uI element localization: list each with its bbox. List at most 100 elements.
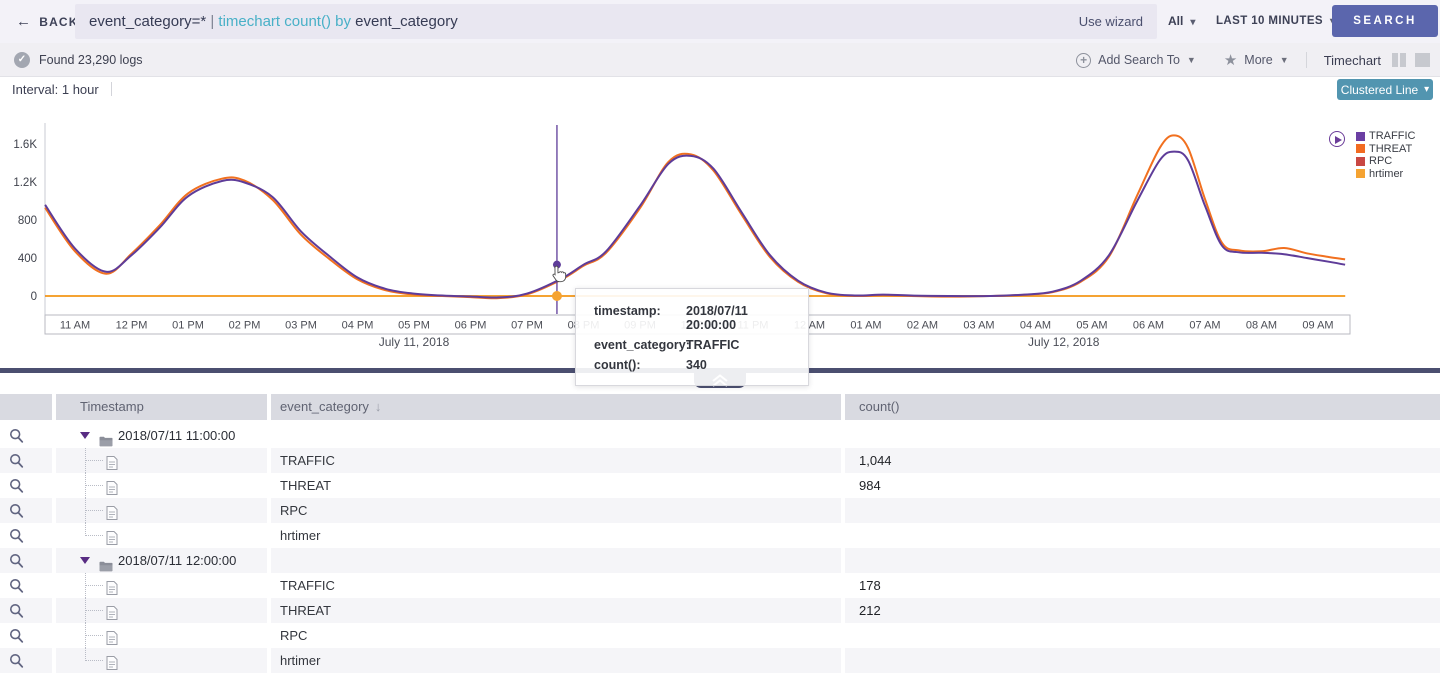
interval-divider	[110, 82, 112, 96]
tree-line	[85, 535, 103, 536]
tooltip-label: timestamp:	[594, 304, 661, 318]
svg-text:400: 400	[18, 253, 37, 265]
table-row[interactable]: hrtimer	[0, 523, 1440, 548]
row-search-cell[interactable]	[0, 523, 52, 548]
timechart-svg[interactable]: 0 400 800 1.2K 1.6K 11 AM 12 PM 01 PM 02 PM 03 PM…	[0, 105, 1440, 353]
scope-dropdown[interactable]: All ▾	[1168, 0, 1195, 43]
table-group-row[interactable]: 2018/07/11 12:00:00	[0, 548, 1440, 573]
svg-text:05 AM: 05 AM	[1076, 320, 1107, 332]
row-search-cell[interactable]	[0, 473, 52, 498]
magnifier-icon	[9, 478, 24, 493]
table-row[interactable]: THREAT 984	[0, 473, 1440, 498]
row-search-cell[interactable]	[0, 423, 52, 448]
series-line-traffic	[44, 150, 1346, 299]
table-row[interactable]: RPC	[0, 623, 1440, 648]
magnifier-icon	[9, 528, 24, 543]
time-range-dropdown[interactable]: LAST 10 MINUTES▾	[1216, 0, 1335, 43]
event-category-cell	[271, 548, 841, 573]
table-row[interactable]: TRAFFIC 178	[0, 573, 1440, 598]
count-cell	[845, 548, 1440, 573]
tree-line	[85, 635, 103, 636]
hovered-point-hrtimer	[551, 291, 562, 301]
collapse-group-icon[interactable]	[80, 432, 90, 439]
column-header-count[interactable]: count()	[845, 394, 1440, 420]
row-search-cell[interactable]	[0, 548, 52, 573]
event-category-cell: THREAT	[271, 598, 841, 623]
tooltip-label: event_category:	[594, 338, 690, 352]
count-cell	[845, 498, 1440, 523]
tooltip-label: count():	[594, 358, 641, 372]
collapse-group-icon[interactable]	[80, 557, 90, 564]
event-category-cell: hrtimer	[271, 648, 841, 673]
toolbar-divider	[1305, 52, 1307, 68]
scope-dropdown-label: All	[1168, 14, 1184, 28]
row-search-cell[interactable]	[0, 448, 52, 473]
count-cell	[845, 523, 1440, 548]
add-search-to-label: Add Search To	[1098, 53, 1180, 67]
row-search-cell[interactable]	[0, 573, 52, 598]
tree-line	[85, 485, 103, 486]
group-timestamp-cell[interactable]: 2018/07/11 12:00:00	[56, 548, 267, 573]
table-row[interactable]: hrtimer	[0, 648, 1440, 673]
document-icon	[106, 656, 118, 670]
table-row[interactable]: THREAT 212	[0, 598, 1440, 623]
found-logs-text: Found 23,290 logs	[39, 53, 143, 67]
svg-text:800: 800	[18, 215, 37, 227]
search-button[interactable]: SEARCH	[1332, 5, 1438, 37]
svg-text:July 12, 2018: July 12, 2018	[1028, 335, 1100, 349]
event-category-cell	[271, 423, 841, 448]
row-search-cell[interactable]	[0, 623, 52, 648]
full-view-toggle-icon[interactable]	[1415, 53, 1430, 67]
use-wizard-link[interactable]: Use wizard	[1078, 14, 1143, 29]
row-search-cell[interactable]	[0, 598, 52, 623]
folder-icon	[99, 561, 113, 572]
chevron-down-icon: ▼	[1186, 55, 1196, 65]
row-search-cell[interactable]	[0, 648, 52, 673]
tree-line	[85, 585, 103, 586]
document-icon	[106, 631, 118, 645]
add-search-to-dropdown[interactable]: + Add Search To ▼	[1076, 52, 1196, 68]
play-button[interactable]	[1329, 131, 1345, 147]
split-view-toggle-icon[interactable]	[1392, 53, 1406, 67]
document-icon	[106, 531, 118, 545]
group-timestamp-cell[interactable]: 2018/07/11 11:00:00	[56, 423, 267, 448]
svg-text:08 AM: 08 AM	[1246, 320, 1277, 332]
svg-text:02 PM: 02 PM	[229, 320, 261, 332]
svg-text:07 PM: 07 PM	[511, 320, 543, 332]
sort-descending-icon[interactable]: ↓	[374, 399, 382, 414]
row-tree-cell	[56, 448, 267, 473]
row-tree-cell	[56, 498, 267, 523]
svg-text:09 AM: 09 AM	[1302, 320, 1333, 332]
chart-type-label: Clustered Line	[1340, 82, 1419, 97]
tree-line	[85, 610, 103, 611]
chevron-down-icon: ▾	[1424, 84, 1430, 95]
magnifier-icon	[9, 553, 24, 568]
chevron-down-icon: ▾	[1190, 17, 1196, 28]
chart-type-dropdown[interactable]: Clustered Line ▾	[1337, 79, 1433, 100]
query-field: event_category=*	[89, 13, 207, 30]
table-group-row[interactable]: 2018/07/11 11:00:00	[0, 423, 1440, 448]
column-header-event-category[interactable]: event_category ↓	[271, 394, 841, 420]
count-cell: 1,044	[845, 448, 1440, 473]
tree-line	[85, 460, 103, 461]
magnifier-icon	[9, 503, 24, 518]
svg-text:03 AM: 03 AM	[963, 320, 994, 332]
found-logs-status: ✓ Found 23,290 logs	[14, 43, 143, 77]
svg-text:07 AM: 07 AM	[1189, 320, 1220, 332]
more-label: More	[1244, 53, 1273, 67]
svg-text:03 PM: 03 PM	[285, 320, 317, 332]
row-search-cell[interactable]	[0, 498, 52, 523]
more-dropdown[interactable]: ★ More ▼	[1224, 51, 1289, 69]
group-timestamp: 2018/07/11 12:00:00	[118, 553, 237, 568]
magnifier-icon	[9, 628, 24, 643]
svg-text:02 AM: 02 AM	[907, 320, 938, 332]
search-query-input[interactable]: event_category=* | timechart count() by …	[75, 4, 1157, 39]
table-row[interactable]: RPC	[0, 498, 1440, 523]
column-header-timestamp[interactable]: Timestamp	[56, 394, 267, 420]
tree-line	[85, 648, 86, 661]
chevron-down-icon: ▼	[1279, 55, 1289, 65]
table-row[interactable]: TRAFFIC 1,044	[0, 448, 1440, 473]
back-button[interactable]: ← BACK	[16, 0, 79, 43]
magnifier-icon	[9, 428, 24, 443]
tree-line	[85, 523, 86, 536]
